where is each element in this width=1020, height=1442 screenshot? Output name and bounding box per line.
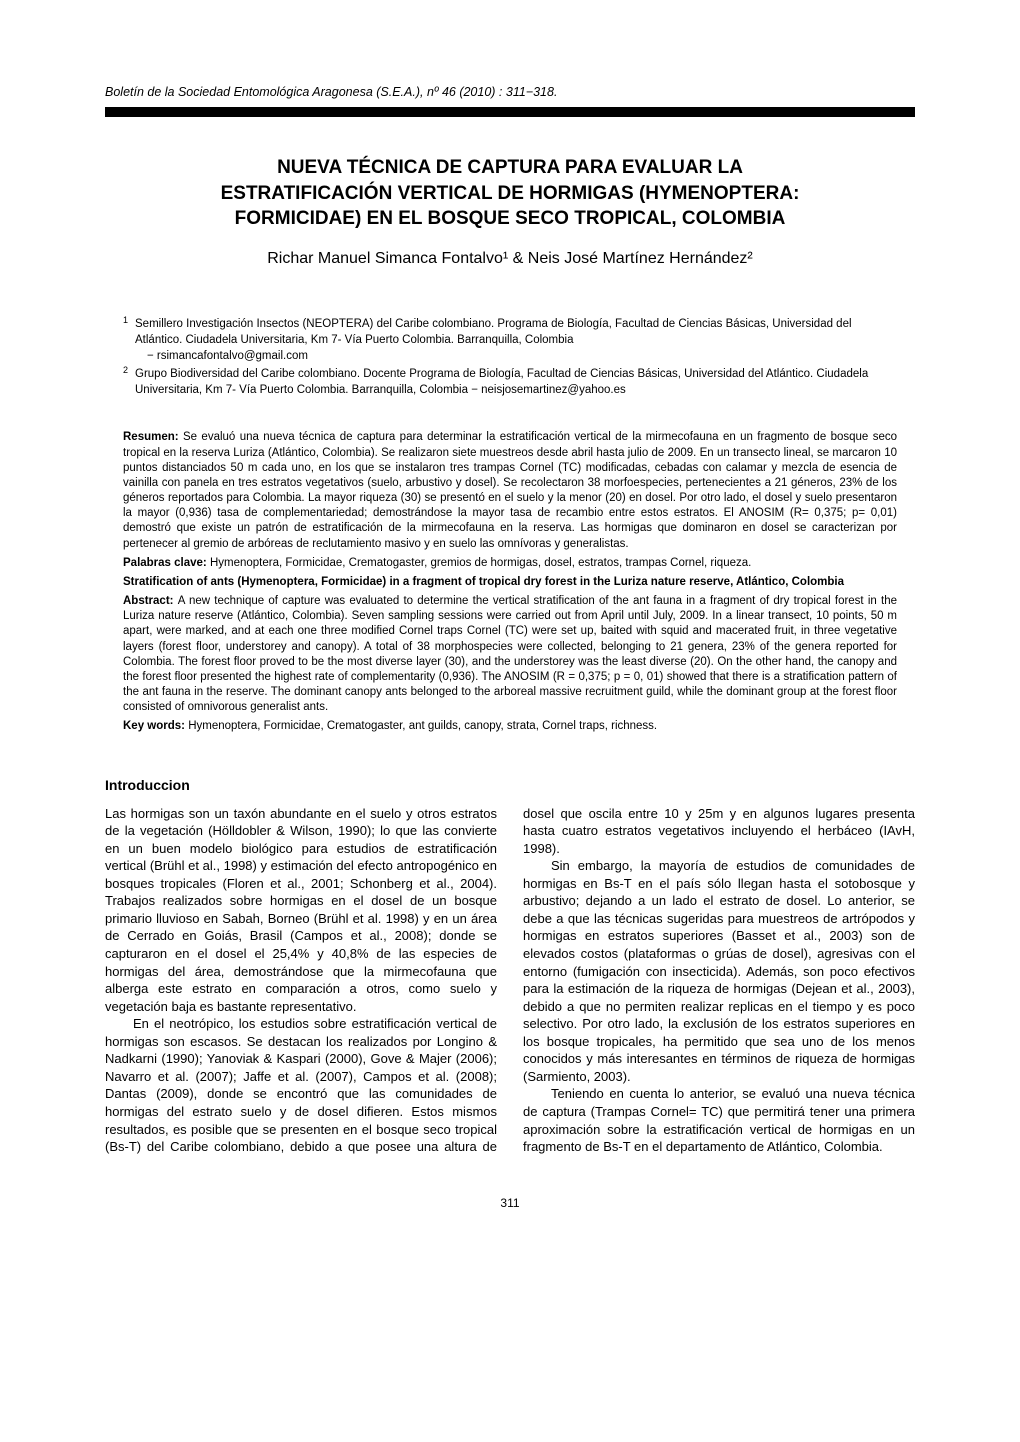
keywords-label: Key words: [123,720,188,732]
authors: Richar Manuel Simanca Fontalvo¹ & Neis J… [105,250,915,268]
abstract-text: A new technique of capture was evaluated… [123,595,897,713]
abstract-block: Resumen: Se evaluó una nueva técnica de … [123,430,897,734]
page-number: 311 [105,1196,915,1210]
affil-text-1: Semillero Investigación Insectos (NEOPTE… [135,318,852,346]
affil-num-1: 1 [123,314,128,327]
body-p1: Las hormigas son un taxón abundante en e… [105,805,497,1016]
title-line-1: NUEVA TÉCNICA DE CAPTURA PARA EVALUAR LA [135,155,885,181]
resumen-label: Resumen: [123,431,183,443]
page: Boletín de la Sociedad Entomológica Arag… [0,0,1020,1270]
abstract: Abstract: A new technique of capture was… [123,594,897,715]
title-line-2: ESTRATIFICACIÓN VERTICAL DE HORMIGAS (HY… [135,181,885,207]
keywords-text: Hymenoptera, Formicidae, Crematogaster, … [188,720,657,732]
affil-email-1: − rsimancafontalvo@gmail.com [135,348,897,364]
body-columns: Las hormigas son un taxón abundante en e… [105,805,915,1156]
body-p3: Sin embargo, la mayoría de estudios de c… [523,857,915,1085]
affil-num-2: 2 [123,364,128,377]
affil-text-2: Grupo Biodiversidad del Caribe colombian… [135,368,868,396]
keywords: Key words: Hymenoptera, Formicidae, Crem… [123,719,897,734]
palabras-text: Hymenoptera, Formicidae, Crematogaster, … [210,557,751,569]
affiliation-1: 1 Semillero Investigación Insectos (NEOP… [123,316,897,364]
title-line-3: FORMICIDAE) EN EL BOSQUE SECO TROPICAL, … [135,206,885,232]
palabras-clave: Palabras clave: Hymenoptera, Formicidae,… [123,556,897,571]
body-p4: Teniendo en cuenta lo anterior, se evalu… [523,1085,915,1155]
resumen-text: Se evaluó una nueva técnica de captura p… [123,431,897,549]
palabras-label: Palabras clave: [123,557,210,569]
abstract-label: Abstract: [123,595,178,607]
resumen: Resumen: Se evaluó una nueva técnica de … [123,430,897,551]
journal-header: Boletín de la Sociedad Entomológica Arag… [105,85,915,99]
section-intro-title: Introduccion [105,777,915,793]
article-title: NUEVA TÉCNICA DE CAPTURA PARA EVALUAR LA… [135,155,885,232]
header-bar [105,107,915,117]
affiliation-2: 2 Grupo Biodiversidad del Caribe colombi… [123,366,897,398]
affiliations: 1 Semillero Investigación Insectos (NEOP… [123,316,897,398]
english-title: Stratification of ants (Hymenoptera, For… [123,575,897,590]
